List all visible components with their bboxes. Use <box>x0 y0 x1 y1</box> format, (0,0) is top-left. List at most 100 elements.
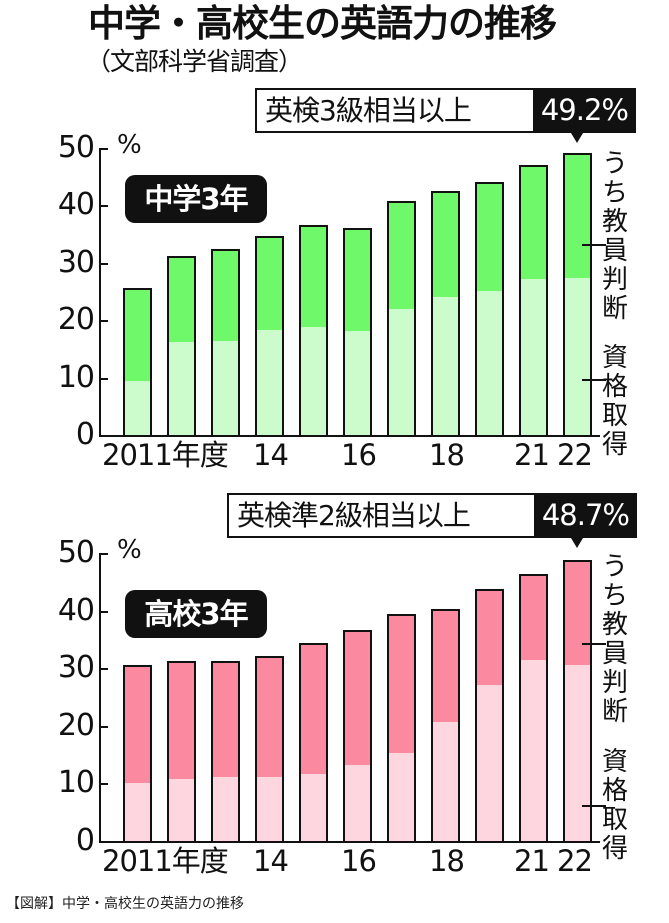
legend-lower-leader <box>582 805 606 807</box>
y-tick <box>99 320 108 323</box>
chart-title: 中学・高校生の英語力の推移 <box>88 2 557 45</box>
bar-segment-certification <box>213 340 238 435</box>
bar-2012 <box>167 661 196 841</box>
legend-upper-leader <box>582 244 606 246</box>
x-tick-label: 2011年度 <box>102 438 229 472</box>
bar-segment-teacher-judgment <box>257 237 282 330</box>
bar-segment-teacher-judgment <box>301 226 326 328</box>
bar-segment-certification <box>433 297 458 435</box>
bar-segment-teacher-judgment <box>169 257 194 342</box>
y-unit-label: % <box>117 535 142 565</box>
bar-segment-certification <box>125 381 150 435</box>
bar-segment-certification <box>169 342 194 435</box>
bar-segment-certification <box>389 308 414 435</box>
bar-segment-certification <box>521 660 546 841</box>
legend-upper-label: うち教員判断 <box>601 149 628 324</box>
y-tick-label: 40 <box>57 187 95 223</box>
y-tick-label: 20 <box>57 302 95 338</box>
bar-segment-teacher-judgment <box>565 562 590 665</box>
callout-middle-school: 英検3級相当以上 49.2% <box>255 88 636 133</box>
bar-2018 <box>431 608 460 841</box>
callout-pointer-icon <box>571 538 583 548</box>
y-tick <box>99 610 108 613</box>
x-tick-label: 21 <box>514 438 550 472</box>
bar-segment-teacher-judgment <box>433 193 458 298</box>
bar-2011 <box>123 664 152 841</box>
x-axis <box>99 841 600 843</box>
x-tick-label: 21 <box>514 844 550 878</box>
y-tick-label: 50 <box>57 130 95 165</box>
x-tick-label: 18 <box>429 844 465 878</box>
y-tick-label: 50 <box>57 535 95 570</box>
bar-segment-certification <box>389 752 414 841</box>
x-tick-label: 22 <box>557 438 593 472</box>
bar-segment-teacher-judgment <box>521 167 546 279</box>
bar-2013 <box>211 661 240 841</box>
bar-2022 <box>563 560 592 841</box>
chart-middle-school: 英検3級相当以上 49.2% 中学3年 % 0 10 20 30 40 50 2011年度… <box>57 88 636 472</box>
x-tick-label: 2011年度 <box>102 844 229 878</box>
callout-value: 48.7% <box>533 495 635 536</box>
x-tick-label: 14 <box>253 438 289 472</box>
bar-2016 <box>343 630 372 841</box>
bar-segment-teacher-judgment <box>521 575 546 661</box>
bar-segment-certification <box>477 290 502 435</box>
y-tick <box>99 783 108 786</box>
y-unit-label: % <box>117 130 142 160</box>
y-tick-label: 30 <box>57 244 95 280</box>
x-tick-label: 18 <box>429 438 465 472</box>
bar-segment-teacher-judgment <box>125 666 150 783</box>
bar-segment-teacher-judgment <box>433 610 458 722</box>
grade-badge-high: 高校3年 <box>125 590 267 638</box>
bar-segment-teacher-judgment <box>257 658 282 778</box>
y-tick <box>99 553 108 555</box>
bar-2019 <box>475 181 504 435</box>
figure-caption: 【図解】中学・高校生の英語力の推移 <box>6 896 244 912</box>
bar-segment-certification <box>301 327 326 435</box>
bar-segment-teacher-judgment <box>345 632 370 765</box>
callout-label: 英検準2級相当以上 <box>237 499 471 532</box>
x-tick-label: 16 <box>341 844 377 878</box>
bar-segment-certification <box>257 329 282 435</box>
bar-segment-certification <box>213 777 238 841</box>
y-tick <box>99 725 108 728</box>
y-tick-label: 10 <box>57 359 95 395</box>
bar-segment-certification <box>345 331 370 435</box>
legend-upper-leader <box>582 643 606 645</box>
callout-value: 49.2% <box>532 90 634 131</box>
y-tick <box>99 262 108 265</box>
x-tick-label: 16 <box>341 438 377 472</box>
bar-2022 <box>563 152 592 435</box>
chart-high-school: 英検準2級相当以上 48.7% 高校3年 % 0 10 20 30 40 50 2011年… <box>57 493 637 878</box>
bar-2019 <box>475 588 504 841</box>
bar-2018 <box>431 191 460 435</box>
bar-2021 <box>519 165 548 435</box>
bar-2021 <box>519 573 548 841</box>
y-axis <box>99 148 101 436</box>
legend-lower-label: 資格取得 <box>601 343 628 460</box>
bar-segment-certification <box>125 782 150 841</box>
x-axis <box>99 435 600 437</box>
bar-segment-teacher-judgment <box>213 663 238 778</box>
callout-high-school: 英検準2級相当以上 48.7% <box>227 493 637 538</box>
bar-segment-certification <box>477 684 502 841</box>
y-tick-label: 30 <box>57 650 95 686</box>
y-axis <box>99 553 101 842</box>
bar-2013 <box>211 249 240 435</box>
bar-segment-certification <box>565 664 590 841</box>
bar-segment-certification <box>345 764 370 841</box>
bar-segment-teacher-judgment <box>477 590 502 685</box>
bar-segment-teacher-judgment <box>389 202 414 309</box>
grade-badge-middle: 中学3年 <box>125 175 267 223</box>
bar-2015 <box>299 642 328 841</box>
bar-2015 <box>299 224 328 435</box>
y-tick <box>99 668 108 671</box>
bar-segment-certification <box>257 777 282 841</box>
y-tick-label: 40 <box>57 592 95 628</box>
y-tick <box>99 377 108 380</box>
bar-segment-teacher-judgment <box>477 183 502 291</box>
bar-segment-certification <box>301 774 326 841</box>
y-tick-label: 10 <box>57 765 95 801</box>
bar-2011 <box>123 288 152 435</box>
bar-segment-teacher-judgment <box>169 663 194 779</box>
